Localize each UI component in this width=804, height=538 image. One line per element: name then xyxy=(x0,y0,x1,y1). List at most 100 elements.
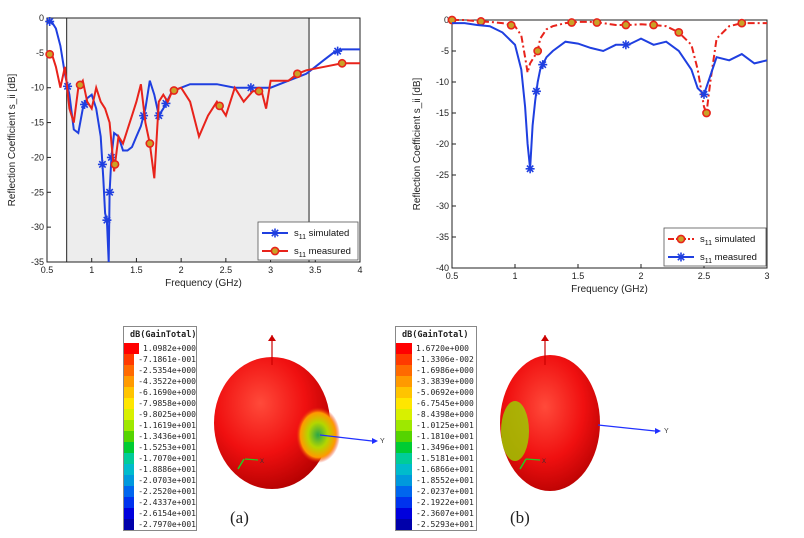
pattern-body-b xyxy=(500,355,600,491)
gain-value-label: -3.3839e+000 xyxy=(416,376,474,386)
x-tick-label: 4 xyxy=(357,265,362,275)
x-tick-label: 1 xyxy=(512,271,517,281)
gain-legend-row: -1.0125e+001 xyxy=(396,420,476,431)
z-arrow-a xyxy=(268,335,276,341)
series-marker xyxy=(169,86,179,95)
gain-legend-row: -2.2520e+001 xyxy=(124,486,196,497)
gain-value-label: -6.1690e+000 xyxy=(138,387,196,397)
series-line xyxy=(452,19,767,114)
gain-color-swatch xyxy=(124,431,135,442)
gain-legend-row: -1.3496e+001 xyxy=(396,442,476,453)
x-tick-label: 3 xyxy=(268,265,273,275)
gain-legend-row: -2.0237e+001 xyxy=(396,486,476,497)
series-marker xyxy=(525,164,535,174)
x-arrow-b xyxy=(519,458,527,470)
series-marker xyxy=(621,40,631,50)
x-tick-label: 1 xyxy=(89,265,94,275)
gain-color-swatch xyxy=(396,519,412,530)
y-tick-label: -10 xyxy=(436,77,449,87)
gain-legend-row: -4.3522e+000 xyxy=(124,376,196,387)
y-axis-label: Reflection Coefficient s_ii [dB] xyxy=(412,77,423,210)
legend-label: s11 measured xyxy=(294,246,351,259)
gain-legend-row: -2.7970e+001 xyxy=(124,519,196,530)
gain-legend-row: -9.8025e+000 xyxy=(124,409,196,420)
series-marker xyxy=(702,108,711,118)
gain-color-swatch xyxy=(124,464,135,475)
legend-marker xyxy=(270,228,280,238)
gain-color-swatch xyxy=(396,497,412,508)
gain-color-swatch xyxy=(396,431,412,442)
x-tick-label: 3.5 xyxy=(309,265,322,275)
series-marker xyxy=(45,16,55,26)
legend-marker xyxy=(676,252,686,262)
gain-legend-row: -8.4398e+000 xyxy=(396,409,476,420)
gain-value-label: -1.8886e+001 xyxy=(138,464,196,474)
y-tick-label: -15 xyxy=(436,108,449,118)
gain-color-swatch xyxy=(124,420,135,431)
gain-color-swatch xyxy=(396,442,412,453)
y-axis-a xyxy=(319,434,373,442)
series-marker xyxy=(337,58,347,68)
gain-color-swatch xyxy=(124,354,135,365)
series-0 xyxy=(47,20,360,262)
chart-b-reflection: 0.5 1 1.5 2 2.5 3 0 -5 -10 -15 -20 -25 -30 -35 -40 Freq… xyxy=(412,15,770,295)
plot-frame xyxy=(46,17,361,263)
gain-value-label: -7.1861e-001 xyxy=(138,354,196,364)
x-label-a: X xyxy=(260,459,264,465)
y-label-a: Y xyxy=(380,438,385,445)
series-marker xyxy=(105,187,115,197)
gain-value-label: -1.0125e+001 xyxy=(416,420,474,430)
gain-legend-row: -1.8552e+001 xyxy=(396,475,476,486)
gain-legend-row: -2.1922e+001 xyxy=(396,497,476,508)
gain-color-swatch xyxy=(124,409,135,420)
gain-color-swatch xyxy=(396,354,412,365)
gain-legend-title: dB(GainTotal) xyxy=(124,327,197,343)
gain-legend-row: -1.1810e+001 xyxy=(396,431,476,442)
gain-value-label: -2.0237e+001 xyxy=(416,486,474,496)
x-label-b: X xyxy=(542,459,546,465)
gain-legend-row: 1.6720e+000 xyxy=(396,343,476,354)
x-tick-label: 2 xyxy=(179,265,184,275)
gain-color-swatch xyxy=(396,409,412,420)
gain-color-swatch xyxy=(396,376,412,387)
gain-value-label: -8.4398e+000 xyxy=(416,409,474,419)
gain-value-label: 1.6720e+000 xyxy=(416,343,469,353)
y-axis-b xyxy=(597,424,656,432)
gain-color-swatch xyxy=(396,343,412,354)
gain-legend-row: -6.7545e+000 xyxy=(396,398,476,409)
gain-legend-row: -1.5181e+001 xyxy=(396,453,476,464)
series-marker xyxy=(533,46,543,56)
gain-color-swatch xyxy=(124,486,135,497)
series-marker xyxy=(102,215,112,225)
gain-value-label: -7.9858e+000 xyxy=(138,398,196,408)
series-marker xyxy=(506,20,516,30)
y-tick-label: -10 xyxy=(31,83,44,93)
series-marker xyxy=(538,60,548,70)
gain-color-swatch xyxy=(124,343,140,354)
gain-legend-row: -1.3306e-002 xyxy=(396,354,476,365)
gain-legend-title: dB(GainTotal) xyxy=(396,327,476,343)
gain-value-label: -1.5253e+001 xyxy=(138,442,196,452)
gain-color-swatch xyxy=(124,365,135,376)
gain-value-label: -2.7970e+001 xyxy=(138,519,196,529)
gain-value-label: -2.4337e+001 xyxy=(138,497,196,507)
x-tick-label: 2.5 xyxy=(698,271,711,281)
gain-value-label: -5.0692e+000 xyxy=(416,387,474,397)
gain-color-swatch xyxy=(396,475,412,486)
gain-value-label: -6.7545e+000 xyxy=(416,398,474,408)
legend-marker xyxy=(270,246,280,256)
series-1 xyxy=(452,22,767,169)
series-marker xyxy=(292,69,302,79)
series-marker xyxy=(476,17,486,26)
gain-value-label: -2.1922e+001 xyxy=(416,497,474,507)
gain-color-swatch xyxy=(124,398,135,409)
gain-legend-row: -1.6866e+001 xyxy=(396,464,476,475)
series-line xyxy=(47,20,360,262)
gain-value-label: -2.5354e+000 xyxy=(138,365,196,375)
series-marker xyxy=(567,18,577,27)
y-tick-label: -35 xyxy=(31,257,44,267)
series-0 xyxy=(452,19,767,114)
gain-color-swatch xyxy=(396,508,412,519)
gain-value-label: -9.8025e+000 xyxy=(138,409,196,419)
caption-b: (b) xyxy=(510,508,530,527)
